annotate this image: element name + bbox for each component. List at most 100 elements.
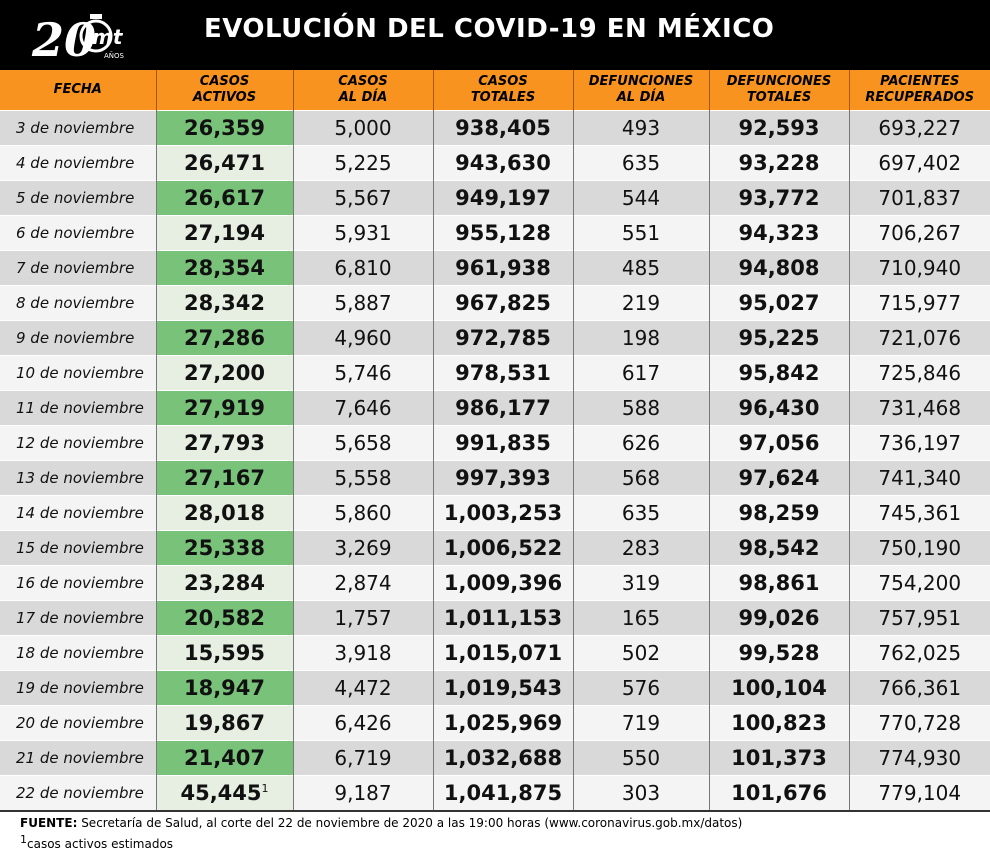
cell-casos-totales: 961,938: [432, 250, 573, 286]
cell-casos-al-dia: 5,658: [292, 425, 433, 461]
cell-casos-al-dia: 9,187: [292, 775, 433, 810]
cell-pacientes-recuperados: 741,340: [848, 460, 990, 496]
table-row: 7 de noviembre 28,354 6,810 961,938 485 94,80…: [0, 250, 990, 286]
cell-defunciones-al-dia: 635: [572, 495, 709, 531]
cell-defunciones-al-dia: 198: [572, 320, 709, 356]
cell-defunciones-al-dia: 719: [572, 705, 709, 741]
cell-casos-totales: 955,128: [432, 215, 573, 251]
cell-casos-activos: 27,194: [155, 215, 293, 251]
cell-defunciones-totales: 95,225: [708, 320, 849, 356]
cell-defunciones-al-dia: 551: [572, 215, 709, 251]
cell-defunciones-totales: 94,323: [708, 215, 849, 251]
cell-fecha: 15 de noviembre: [0, 530, 156, 566]
table-header-row: FECHA CASOS ACTIVOS CASOS AL DÍA CASOS TOTA…: [0, 70, 990, 111]
cell-casos-al-dia: 5,931: [292, 215, 433, 251]
cell-casos-al-dia: 5,225: [292, 145, 433, 181]
cell-defunciones-totales: 94,808: [708, 250, 849, 286]
cell-fecha: 5 de noviembre: [0, 180, 156, 216]
col-header-fecha: FECHA: [0, 70, 156, 111]
cell-fecha: 22 de noviembre: [0, 775, 156, 810]
footnote-marker: 1: [20, 833, 27, 846]
cell-casos-activos: 28,018: [155, 495, 293, 531]
header-bar: 20 mt AÑOS EVOLUCIÓN DEL COVID-19 EN MÉX…: [0, 0, 990, 70]
cell-pacientes-recuperados: 701,837: [848, 180, 990, 216]
table-row: 21 de noviembre 21,407 6,719 1,032,688 550 10…: [0, 740, 990, 776]
cell-casos-totales: 949,197: [432, 180, 573, 216]
cell-defunciones-totales: 97,624: [708, 460, 849, 496]
cell-fecha: 16 de noviembre: [0, 565, 156, 601]
table-row: 5 de noviembre 26,617 5,567 949,197 544 93,77…: [0, 180, 990, 216]
cell-casos-activos: 23,284: [155, 565, 293, 601]
table-row: 9 de noviembre 27,286 4,960 972,785 198 95,22…: [0, 320, 990, 356]
cell-casos-al-dia: 6,810: [292, 250, 433, 286]
cell-casos-totales: 1,019,543: [432, 670, 573, 706]
table-row: 22 de noviembre 45,4451 9,187 1,041,875 303 1…: [0, 775, 990, 810]
cell-casos-al-dia: 6,426: [292, 705, 433, 741]
footnote-text: casos activos estimados: [27, 837, 174, 851]
table-row: 19 de noviembre 18,947 4,472 1,019,543 576 10…: [0, 670, 990, 706]
cell-casos-totales: 1,032,688: [432, 740, 573, 776]
cell-fecha: 21 de noviembre: [0, 740, 156, 776]
cell-defunciones-al-dia: 485: [572, 250, 709, 286]
cell-defunciones-al-dia: 544: [572, 180, 709, 216]
cell-defunciones-al-dia: 635: [572, 145, 709, 181]
cell-casos-totales: 972,785: [432, 320, 573, 356]
cell-defunciones-totales: 100,823: [708, 705, 849, 741]
cell-pacientes-recuperados: 715,977: [848, 285, 990, 321]
col-header-casos-totales: CASOS TOTALES: [432, 70, 573, 111]
cell-casos-totales: 1,011,153: [432, 600, 573, 636]
medio-tiempo-20-anos-logo: 20 mt AÑOS: [31, 13, 125, 66]
cell-casos-al-dia: 3,269: [292, 530, 433, 566]
cell-defunciones-totales: 96,430: [708, 390, 849, 426]
cell-casos-al-dia: 5,567: [292, 180, 433, 216]
cell-fecha: 20 de noviembre: [0, 705, 156, 741]
cell-casos-activos: 21,407: [155, 740, 293, 776]
cell-defunciones-al-dia: 617: [572, 355, 709, 391]
logo-number: 20: [31, 13, 96, 66]
cell-fecha: 14 de noviembre: [0, 495, 156, 531]
cell-casos-totales: 967,825: [432, 285, 573, 321]
cell-casos-totales: 991,835: [432, 425, 573, 461]
table-row: 20 de noviembre 19,867 6,426 1,025,969 719 10…: [0, 705, 990, 741]
cell-defunciones-al-dia: 219: [572, 285, 709, 321]
table-row: 16 de noviembre 23,284 2,874 1,009,396 319 98…: [0, 565, 990, 601]
source-label: FUENTE:: [20, 816, 78, 830]
cell-casos-activos: 25,338: [155, 530, 293, 566]
table-row: 11 de noviembre 27,919 7,646 986,177 588 96,4…: [0, 390, 990, 426]
cell-defunciones-totales: 95,842: [708, 355, 849, 391]
cell-pacientes-recuperados: 706,267: [848, 215, 990, 251]
cell-casos-activos: 18,947: [155, 670, 293, 706]
cell-defunciones-al-dia: 550: [572, 740, 709, 776]
table-row: 17 de noviembre 20,582 1,757 1,011,153 165 99…: [0, 600, 990, 636]
cell-casos-activos: 20,582: [155, 600, 293, 636]
col-header-defunciones-al-dia: DEFUNCIONES AL DÍA: [572, 70, 709, 111]
cell-casos-totales: 1,006,522: [432, 530, 573, 566]
cell-fecha: 8 de noviembre: [0, 285, 156, 321]
estimate-footnote-marker: 1: [261, 782, 269, 795]
cell-casos-activos: 27,919: [155, 390, 293, 426]
cell-casos-activos: 27,793: [155, 425, 293, 461]
cell-casos-activos: 26,359: [155, 110, 293, 146]
cell-casos-activos: 19,867: [155, 705, 293, 741]
source-text: Secretaría de Salud, al corte del 22 de …: [77, 816, 743, 830]
cell-casos-activos: 45,4451: [155, 775, 293, 810]
cell-pacientes-recuperados: 774,930: [848, 740, 990, 776]
cell-pacientes-recuperados: 757,951: [848, 600, 990, 636]
cell-pacientes-recuperados: 745,361: [848, 495, 990, 531]
table-row: 14 de noviembre 28,018 5,860 1,003,253 635 98…: [0, 495, 990, 531]
cell-defunciones-al-dia: 576: [572, 670, 709, 706]
cell-defunciones-totales: 93,772: [708, 180, 849, 216]
cell-casos-al-dia: 5,746: [292, 355, 433, 391]
cell-casos-totales: 1,009,396: [432, 565, 573, 601]
cell-fecha: 7 de noviembre: [0, 250, 156, 286]
col-header-casos-al-dia: CASOS AL DÍA: [292, 70, 433, 111]
table-row: 6 de noviembre 27,194 5,931 955,128 551 94,32…: [0, 215, 990, 251]
cell-casos-al-dia: 2,874: [292, 565, 433, 601]
cell-pacientes-recuperados: 725,846: [848, 355, 990, 391]
cell-defunciones-totales: 101,373: [708, 740, 849, 776]
cell-fecha: 18 de noviembre: [0, 635, 156, 671]
cell-fecha: 3 de noviembre: [0, 110, 156, 146]
table-row: 18 de noviembre 15,595 3,918 1,015,071 502 99…: [0, 635, 990, 671]
cell-casos-activos: 15,595: [155, 635, 293, 671]
col-header-pacientes-recuperados: PACIENTES RECUPERADOS: [848, 70, 990, 111]
